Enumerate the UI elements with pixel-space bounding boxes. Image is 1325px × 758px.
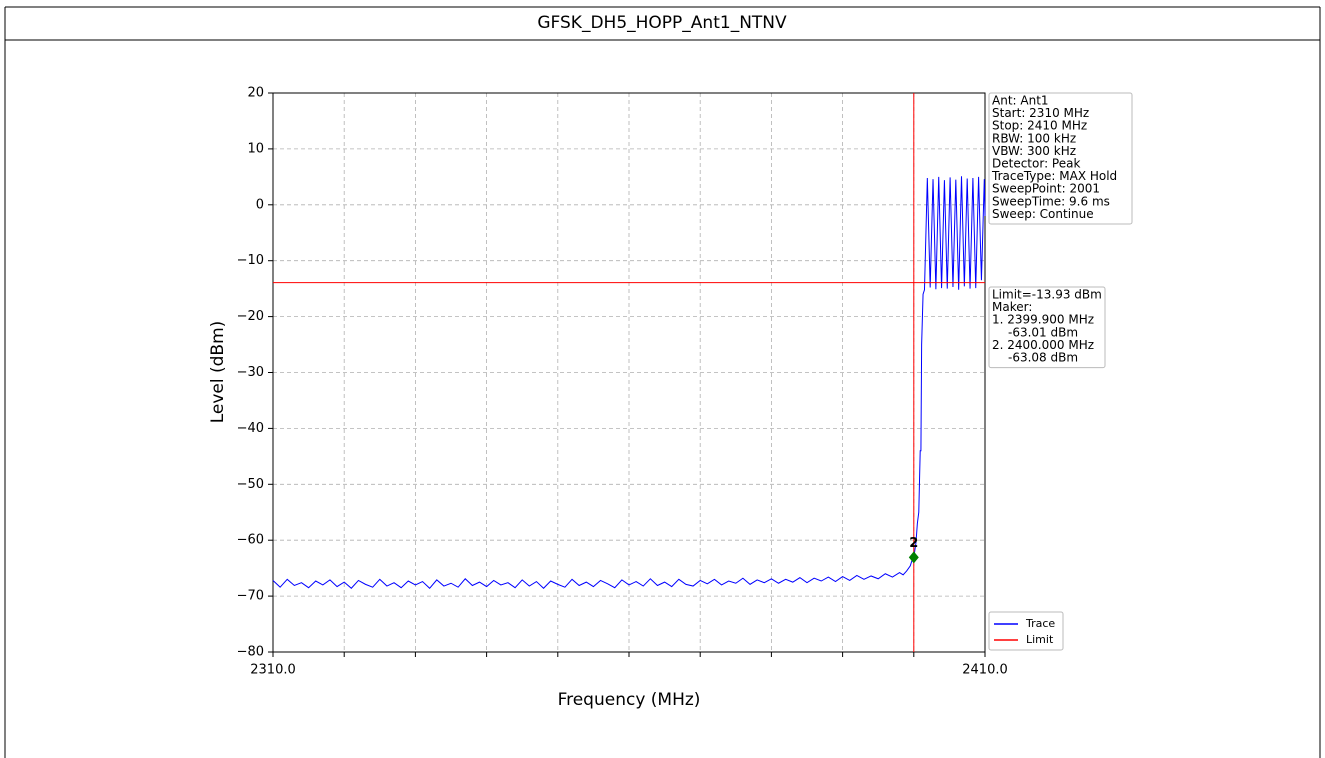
info-text: TraceType: MAX Hold [991,169,1117,183]
y-tick-label: −60 [237,533,264,548]
y-tick-label: −40 [237,421,264,436]
y-tick-label: 0 [256,197,264,212]
legend-label: Limit [1026,633,1054,646]
info-text: Limit=-13.93 dBm [992,288,1102,302]
y-tick-label: 20 [247,86,264,101]
plot-frame [272,92,986,653]
info-text: Ant: Ant1 [992,94,1049,108]
info-text: SweepTime: 9.6 ms [992,194,1110,208]
x-tick-label: 2410.0 [962,663,1008,678]
trace-line [272,176,986,589]
y-tick-label: −50 [237,477,264,492]
x-axis-label: Frequency (MHz) [558,690,701,710]
info-text: -63.01 dBm [1008,325,1078,339]
y-axis-label: Level (dBm) [208,321,228,424]
x-tick-label: 2310.0 [250,663,296,678]
chart-title: GFSK_DH5_HOPP_Ant1_NTNV [537,13,787,33]
legend-label: Trace [1025,617,1055,630]
info-text: Maker: [992,300,1032,314]
info-text: VBW: 300 kHz [992,144,1076,158]
y-tick-label: 10 [247,141,264,156]
info-box [988,92,1133,225]
info-text: SweepPoint: 2001 [992,182,1100,196]
info-text: RBW: 100 kHz [992,131,1076,145]
info-box [988,286,1106,369]
info-text: -63.08 dBm [1008,351,1078,365]
y-tick-label: −70 [237,589,264,604]
info-text: 2. 2400.000 MHz [992,338,1094,352]
y-tick-label: −10 [237,253,264,268]
y-tick-label: −20 [237,309,264,324]
y-tick-label: −30 [237,365,264,380]
marker [908,551,919,564]
info-text: Start: 2310 MHz [992,106,1089,120]
info-text: Detector: Peak [992,157,1080,171]
info-text: Stop: 2410 MHz [992,119,1087,133]
info-text: Sweep: Continue [992,207,1094,221]
y-tick-label: −80 [237,645,264,660]
marker-label: 2 [909,536,918,551]
info-text: 1. 2399.900 MHz [992,313,1094,327]
